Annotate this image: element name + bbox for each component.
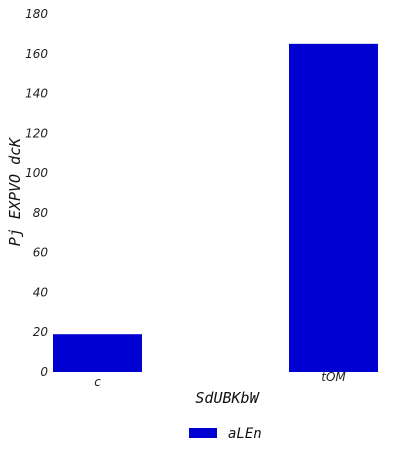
x-tick-label: tOM: [321, 370, 346, 384]
bar: [289, 43, 378, 372]
y-tick-label: 20: [33, 325, 49, 339]
y-tick-label: 0: [40, 365, 48, 379]
x-tick-label: c: [94, 375, 101, 389]
y-tick-label: 180: [25, 7, 48, 21]
y-tick-label: 80: [33, 206, 49, 220]
y-tick-label: 120: [25, 126, 48, 140]
bars: [53, 43, 378, 372]
y-tick-label: 100: [25, 166, 48, 180]
x-axis-title: SdUBKbW: [195, 389, 260, 407]
y-axis-title: Pj EXPVO dcK: [6, 137, 24, 246]
y-tick-label: 40: [33, 285, 49, 299]
legend-label: aLEn: [228, 426, 262, 442]
legend-swatch: [189, 428, 217, 438]
y-tick-label: 140: [25, 87, 48, 101]
y-tick-label: 160: [25, 47, 48, 61]
legend: aLEn: [189, 426, 262, 442]
x-axis-ticks: c tOM: [94, 370, 346, 389]
bar: [53, 334, 142, 372]
y-tick-label: 60: [33, 246, 49, 260]
y-axis-ticks: 0 20 40 60 80 100 120 140 160 180: [25, 7, 48, 379]
